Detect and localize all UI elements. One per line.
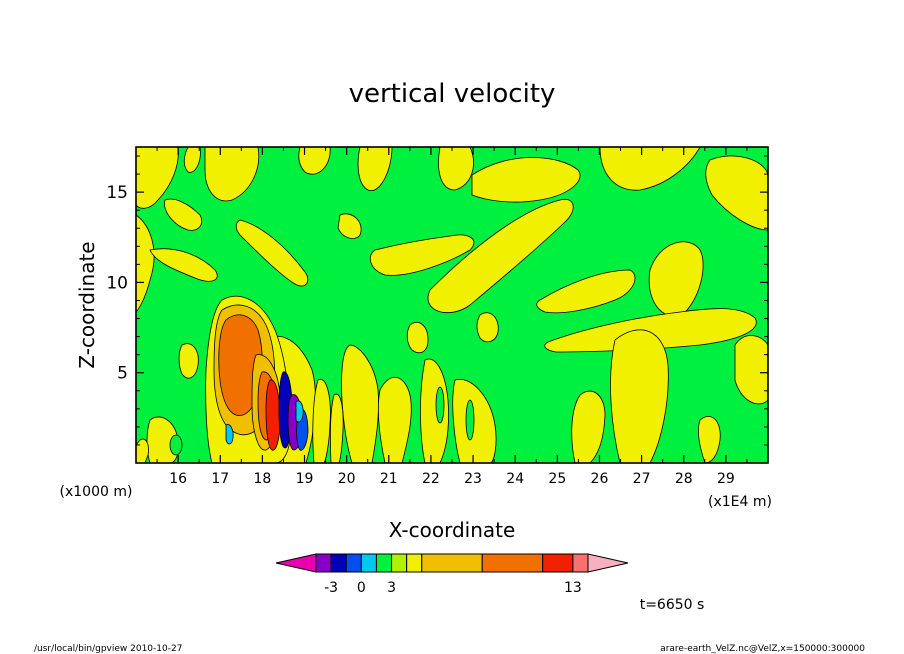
x-tick-label: 19 [296, 471, 314, 487]
colorbar-tick-label: 13 [564, 580, 582, 596]
y-scale-note: (x1000 m) [60, 484, 133, 500]
x-tick-label: 25 [548, 471, 566, 487]
contour-field [136, 147, 768, 463]
x-scale-note: (x1E4 m) [708, 494, 772, 510]
y-tick-label: 10 [106, 273, 128, 293]
x-tick-label: 29 [717, 471, 735, 487]
colorbar-segment [391, 553, 408, 573]
x-tick-label: 23 [464, 471, 482, 487]
x-tick-label: 17 [211, 471, 229, 487]
colorbar-segment [406, 553, 423, 573]
updraft-contours [213, 304, 309, 451]
colorbar-segment [572, 553, 589, 573]
footer-left: /usr/local/bin/gpview 2010-10-27 [34, 644, 182, 654]
colorbar-high-arrow [587, 553, 629, 573]
colorbar-tick-label: 0 [357, 580, 366, 596]
chart-title: vertical velocity [349, 79, 556, 109]
colorbar-segment [330, 553, 347, 573]
x-tick-label: 24 [506, 471, 524, 487]
colorbar [275, 553, 629, 573]
colorbar-segment [315, 553, 332, 573]
colorbar-tick-labels: -3 0 3 13 [324, 580, 582, 596]
colorbar-segment [360, 553, 377, 573]
time-label: t=6650 s [640, 597, 705, 613]
colorbar-segment [421, 553, 483, 573]
y-axis-ticks: 5 10 15 [106, 155, 768, 446]
yellow-regions [136, 147, 768, 463]
x-tick-label: 18 [253, 471, 271, 487]
x-tick-label: 27 [633, 471, 651, 487]
y-axis-label: Z-coordinate [75, 241, 99, 368]
colorbar-segment [542, 553, 574, 573]
x-axis-ticks: 16 17 18 19 20 21 22 23 24 25 26 27 28 29 [156, 147, 748, 487]
x-tick-label: 20 [338, 471, 356, 487]
colorbar-low-arrow [275, 553, 317, 573]
x-tick-label: 21 [380, 471, 398, 487]
x-tick-label: 26 [591, 471, 609, 487]
x-tick-label: 22 [422, 471, 440, 487]
colorbar-tick-label: 3 [387, 580, 396, 596]
colorbar-segment [375, 553, 393, 573]
colorbar-segment [481, 553, 544, 573]
colorbar-segment [345, 553, 362, 573]
green-islands [169, 386, 475, 456]
colorbar-tick-label: -3 [324, 580, 338, 596]
x-tick-label: 16 [169, 471, 187, 487]
y-tick-label: 5 [117, 364, 128, 384]
footer-right: arare-earth_VelZ.nc@VelZ,x=150000:300000 [660, 644, 865, 654]
y-tick-label: 15 [106, 183, 128, 203]
x-tick-label: 28 [675, 471, 693, 487]
x-axis-label: X-coordinate [389, 518, 516, 542]
